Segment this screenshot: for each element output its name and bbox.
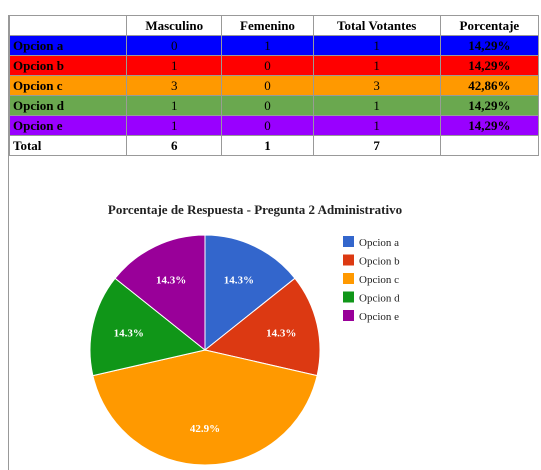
- table-cell: 0: [221, 115, 314, 136]
- total-row: Total 6 1 7: [9, 135, 540, 156]
- legend-swatch: [343, 310, 354, 321]
- legend-label: Opcion a: [359, 237, 399, 249]
- slice-label: 14.3%: [224, 275, 254, 287]
- row-label: Opcion a: [9, 35, 127, 56]
- table-cell: 1: [125, 115, 223, 136]
- legend-label: Opcion c: [359, 274, 399, 286]
- table-cell: 0: [221, 55, 314, 76]
- legend-swatch: [343, 273, 354, 284]
- header-cell: [9, 15, 127, 36]
- slice-label: 14.3%: [114, 328, 144, 340]
- header-cell: Porcentaje: [439, 15, 540, 36]
- row-label: Opcion c: [9, 75, 127, 96]
- table-cell: 1: [312, 115, 441, 136]
- table-row: Opcion e 1 0 1 14,29%: [9, 115, 540, 136]
- table-cell: 1: [312, 35, 441, 56]
- table-cell: 1: [312, 55, 441, 76]
- pie-slice: [92, 349, 318, 466]
- table-row: Opcion a 0 1 1 14,29%: [9, 35, 540, 56]
- table-cell: 1: [125, 95, 223, 116]
- slice-label: 14.3%: [266, 328, 296, 340]
- chart-title: Porcentaje de Respuesta - Pregunta 2 Adm…: [108, 202, 402, 217]
- legend-label: Opcion e: [359, 311, 399, 323]
- table-cell: 7: [312, 135, 441, 156]
- table-cell: 0: [125, 35, 223, 56]
- table-cell: 14,29%: [439, 55, 540, 76]
- table-cell: [439, 135, 540, 156]
- legend-label: Opcion b: [359, 256, 400, 268]
- row-label: Opcion d: [9, 95, 127, 116]
- slice-label: 14.3%: [156, 275, 186, 287]
- table-cell: 1: [221, 135, 314, 156]
- header-cell: Total Votantes: [312, 15, 441, 36]
- legend-swatch: [343, 254, 354, 266]
- table-cell: 6: [125, 135, 223, 156]
- content: Masculino Femenino Total Votantes Porcentaj…: [8, 15, 540, 470]
- table-cell: 42,86%: [439, 75, 540, 96]
- table-cell: 14,29%: [439, 95, 540, 116]
- table-cell: 0: [221, 95, 314, 116]
- results-table: Masculino Femenino Total Votantes Porcentaj…: [9, 15, 540, 156]
- pie-slice: [204, 234, 296, 352]
- table-row: Opcion b 1 0 1 14,29%: [9, 55, 540, 76]
- table-cell: 14,29%: [439, 115, 540, 136]
- table-cell: 3: [312, 75, 441, 96]
- table-cell: 1: [125, 55, 223, 76]
- row-label: Total: [9, 135, 127, 156]
- header-row: Masculino Femenino Total Votantes Porcentaj…: [9, 15, 540, 36]
- pie-slice: [114, 234, 206, 352]
- row-label: Opcion e: [9, 115, 127, 136]
- table-cell: 0: [221, 75, 314, 96]
- legend-swatch: [343, 236, 354, 247]
- pie-slice: [203, 277, 321, 377]
- row-label: Opcion b: [9, 55, 127, 76]
- table-cell: 3: [125, 75, 223, 96]
- header-cell: Femenino: [221, 15, 314, 36]
- pie-chart: Porcentaje de Respuesta - Pregunta 2 Adm…: [89, 202, 402, 466]
- header-cell: Masculino: [125, 15, 223, 36]
- legend-label: Opcion d: [359, 293, 400, 305]
- table-row: Opcion c 3 0 3 42,86%: [9, 75, 540, 96]
- slice-label: 42.9%: [190, 423, 220, 435]
- table-cell: 1: [221, 35, 314, 56]
- pie-slice: [89, 277, 207, 377]
- table-cell: 14,29%: [439, 35, 540, 56]
- legend-swatch: [343, 291, 354, 303]
- table-row: Opcion d 1 0 1 14,29%: [9, 95, 540, 116]
- table-cell: 1: [312, 95, 441, 116]
